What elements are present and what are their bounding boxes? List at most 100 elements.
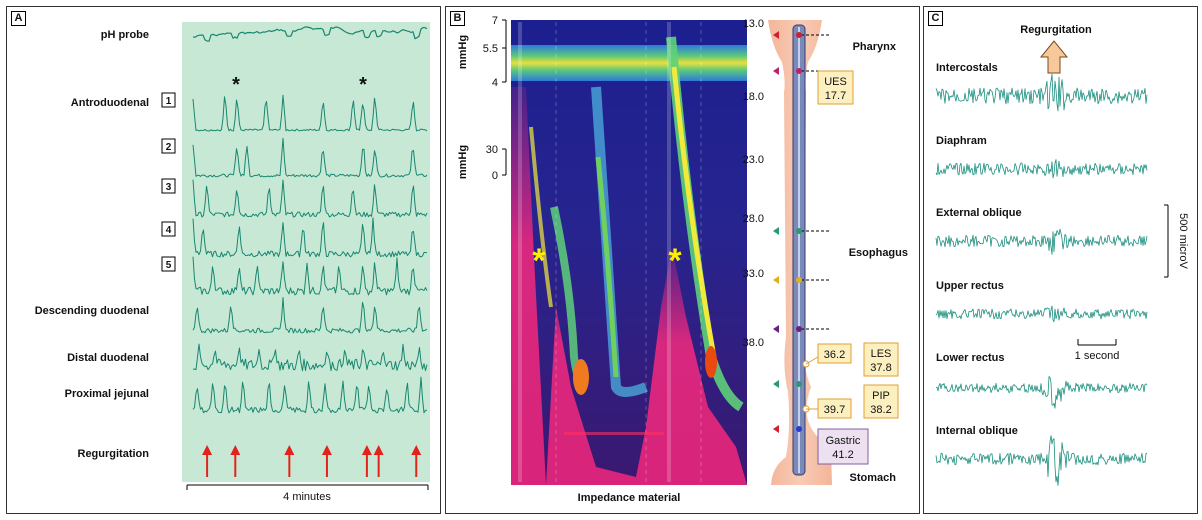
trace-channel-4	[192, 217, 428, 258]
esophagus-diagram	[768, 20, 832, 485]
tick-4: 4	[492, 77, 498, 89]
les-box: LES 37.8	[863, 342, 899, 377]
depth-23: 23.0	[743, 154, 764, 166]
svg-text:UES: UES	[824, 76, 847, 88]
regurgitation-arrowhead-7	[411, 445, 422, 455]
muscle-label-lower-rectus: Lower rectus	[936, 352, 1004, 364]
panel-b-label: B	[450, 11, 465, 26]
emg-trace-lower-rectus	[935, 376, 1148, 409]
trace-channel-2	[192, 137, 428, 178]
proximal-jejunal-label: Proximal jejunal	[65, 388, 149, 400]
regurgitation-arrow	[1039, 40, 1069, 74]
asterisk-2: *	[359, 74, 367, 96]
regurgitation-title: Regurgitation	[1020, 24, 1092, 36]
pharynx-label: Pharynx	[853, 41, 897, 53]
channel-number-5: 5	[161, 256, 176, 272]
panel-a: A pH probe Antroduodenal Descending duod…	[6, 6, 441, 514]
svg-text:LES: LES	[871, 348, 892, 360]
panel-c: C Regurgitation Intercostals Diaphram Ex…	[923, 6, 1198, 514]
svg-text:1: 1	[166, 96, 172, 107]
trace-descending-duodenal	[192, 297, 428, 334]
trace-channel-1	[192, 94, 428, 132]
trace-channel-5	[192, 256, 428, 296]
regurgitation-arrowhead-1	[202, 445, 213, 455]
ues-box: UES 17.7	[817, 70, 854, 105]
depth-38: 38.0	[743, 337, 764, 349]
tick-7: 7	[492, 15, 498, 27]
antroduodenal-label: Antroduodenal	[71, 97, 149, 109]
les-side-box: 36.2	[805, 343, 852, 365]
depth-13: 13.0	[743, 18, 764, 30]
channel-number-1: 1	[161, 92, 176, 108]
panel-a-label: A	[11, 11, 26, 26]
esophagus-label: Esophagus	[849, 247, 908, 259]
time-scale-label: 4 minutes	[283, 491, 331, 503]
svg-text:38.2: 38.2	[870, 404, 891, 416]
time-scale-label-c: 1 second	[1075, 350, 1120, 362]
panel-c-chart: Regurgitation Intercostals Diaphram Exte…	[935, 24, 1189, 486]
pip-side-box: 39.7	[806, 398, 852, 419]
tick-0: 0	[492, 170, 498, 182]
distal-duodenal-label: Distal duodenal	[67, 352, 149, 364]
svg-text:37.8: 37.8	[870, 362, 891, 374]
panel-c-label: C	[928, 11, 943, 26]
amplitude-scale-label: 500 microV	[1177, 213, 1189, 269]
trace-ph-probe	[192, 26, 428, 42]
channel-number-4: 4	[161, 221, 176, 237]
stomach-label: Stomach	[850, 472, 897, 484]
regurgitation-arrowhead-2	[230, 445, 241, 455]
trace-proximal-jejunal	[192, 376, 428, 414]
svg-text:2: 2	[166, 142, 172, 153]
svg-text:4: 4	[166, 225, 172, 236]
svg-text:17.7: 17.7	[825, 90, 846, 102]
gastric-box: Gastric 41.2	[817, 428, 869, 465]
muscle-label-external-oblique: External oblique	[936, 207, 1022, 219]
depth-18: 18.0	[743, 91, 764, 103]
regurgitation-arrowhead-3	[284, 445, 295, 455]
pressure-axis	[502, 19, 507, 176]
panel-a-chart: pH probe Antroduodenal Descending duoden…	[35, 22, 430, 503]
svg-text:5: 5	[166, 260, 172, 271]
regurgitation-arrowhead-5	[361, 445, 372, 455]
emg-traces	[935, 73, 1148, 486]
pip-box: PIP 38.2	[863, 384, 899, 419]
panel-a-traces	[192, 26, 428, 414]
asterisk-1: *	[232, 74, 240, 96]
descending-duodenal-label: Descending duodenal	[35, 305, 149, 317]
svg-text:Gastric: Gastric	[826, 435, 861, 447]
tick-30: 30	[486, 144, 498, 156]
regurgitation-arrowhead-6	[373, 445, 384, 455]
trace-distal-duodenal	[192, 343, 428, 372]
svg-text:39.7: 39.7	[824, 404, 845, 416]
regurgitation-arrows	[202, 445, 422, 477]
amplitude-scale-bar	[1164, 204, 1169, 278]
muscle-label-intercostals: Intercostals	[936, 62, 998, 74]
panel-b-chart: * * 7 5.5 4 30 0 mmHg mmHg Impedance mat…	[457, 15, 908, 504]
emg-trace-diaphram	[935, 159, 1148, 179]
asterisk-left: *	[532, 242, 546, 280]
emg-trace-external-oblique	[935, 228, 1148, 255]
emg-trace-internal-oblique	[935, 435, 1148, 486]
panel-b: B	[445, 6, 920, 514]
impedance-label: Impedance material	[578, 492, 681, 504]
channel-number-2: 2	[161, 138, 176, 154]
svg-text:3: 3	[166, 182, 172, 193]
muscle-label-internal-oblique: Internal oblique	[936, 425, 1018, 437]
regurgitation-arrowhead-4	[321, 445, 332, 455]
depth-28: 28.0	[743, 213, 764, 225]
svg-text:PIP: PIP	[872, 390, 890, 402]
regurgitation-label: Regurgitation	[78, 448, 150, 460]
channel-number-3: 3	[161, 178, 176, 194]
svg-text:41.2: 41.2	[832, 449, 853, 461]
upper-axis-label: mmHg	[457, 35, 469, 69]
muscle-label-upper-rectus: Upper rectus	[936, 280, 1004, 292]
ph-probe-label: pH probe	[101, 29, 149, 41]
asterisk-right: *	[668, 242, 682, 280]
emg-trace-intercostals	[935, 73, 1148, 112]
emg-trace-upper-rectus	[935, 305, 1148, 323]
time-scale-bar-c	[1077, 339, 1117, 346]
muscle-label-diaphram: Diaphram	[936, 135, 987, 147]
pressure-heatmap	[511, 20, 747, 485]
depth-33: 33.0	[743, 268, 764, 280]
tick-5-5: 5.5	[483, 43, 498, 55]
